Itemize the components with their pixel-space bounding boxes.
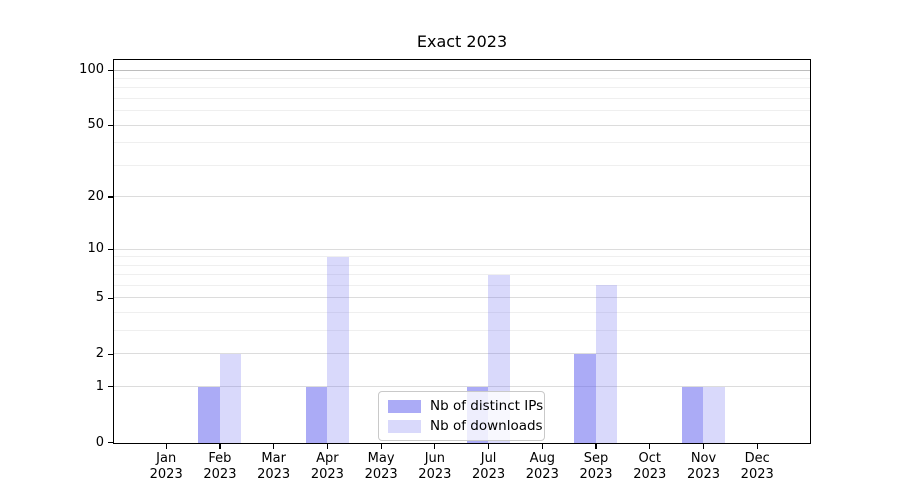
gridline-minor-6 (114, 284, 810, 286)
legend-item-distinct-ips: Nb of distinct IPs (388, 397, 543, 415)
x-tick-label-jan: Jan 2023 (149, 451, 183, 482)
y-tick-5 (108, 297, 113, 299)
y-tick-50 (108, 124, 113, 126)
x-tick-feb (219, 444, 221, 449)
x-tick-label-feb: Feb 2023 (203, 451, 237, 482)
gridline-major-2 (114, 353, 810, 355)
chart-title: Exact 2023 (416, 32, 508, 51)
bar-downloads-apr (327, 256, 349, 443)
gridline-minor-9 (114, 256, 810, 258)
y-tick-10 (108, 248, 113, 250)
gridline-minor-3 (114, 330, 810, 332)
x-tick-apr (326, 444, 328, 449)
y-tick-label-50: 50 (87, 117, 104, 133)
y-tick-label-100: 100 (79, 62, 104, 78)
bar-distinct-ips-apr (305, 386, 328, 443)
gridline-major-10 (114, 248, 810, 250)
x-tick-label-may: May 2023 (364, 451, 398, 482)
bar-distinct-ips-sep (574, 353, 596, 443)
x-tick-label-dec: Dec 2023 (740, 451, 774, 482)
x-tick-jan (165, 444, 167, 449)
x-tick-dec (756, 444, 758, 449)
bar-distinct-ips-nov (681, 386, 704, 443)
y-tick-label-20: 20 (87, 189, 104, 204)
x-tick-label-oct: Oct 2023 (633, 451, 667, 482)
x-tick-label-jun: Jun 2023 (418, 451, 452, 482)
gridline-minor-70 (114, 97, 810, 99)
x-tick-label-sep: Sep 2023 (579, 451, 613, 482)
x-tick-mar (273, 444, 275, 449)
gridline-minor-8 (114, 264, 810, 266)
legend-label-distinct-ips: Nb of distinct IPs (430, 398, 544, 414)
bar-downloads-sep (595, 285, 618, 443)
x-tick-may (380, 444, 382, 449)
x-tick-label-apr: Apr 2023 (310, 451, 344, 482)
y-tick-20 (108, 196, 113, 198)
gridline-major-20 (114, 196, 810, 198)
x-tick-aug (541, 444, 543, 449)
x-tick-label-mar: Mar 2023 (257, 451, 291, 482)
x-tick-label-aug: Aug 2023 (525, 451, 559, 482)
gridline-major-5 (114, 297, 810, 299)
legend: Nb of distinct IPs Nb of downloads (378, 391, 545, 441)
x-tick-label-nov: Nov 2023 (686, 451, 721, 482)
y-tick-0 (108, 442, 113, 444)
y-tick-label-10: 10 (87, 241, 104, 257)
bar-downloads-nov (703, 386, 725, 443)
y-tick-2 (108, 353, 113, 355)
y-tick-label-0: 0 (95, 434, 104, 450)
legend-label-downloads: Nb of downloads (430, 418, 543, 434)
gridline-major-50 (114, 124, 810, 126)
y-tick-1 (108, 386, 113, 388)
gridline-minor-7 (114, 274, 810, 276)
gridline-minor-60 (114, 110, 810, 112)
legend-swatch-distinct-ips (388, 399, 421, 413)
gridline-minor-90 (114, 77, 810, 79)
x-tick-oct (649, 444, 651, 449)
gridline-minor-80 (114, 87, 810, 89)
x-tick-label-jul: Jul 2023 (472, 451, 506, 482)
gridline-minor-40 (114, 142, 810, 144)
legend-swatch-downloads (388, 419, 421, 433)
y-tick-100 (108, 69, 113, 71)
gridline-major-1 (114, 386, 810, 388)
y-tick-label-1: 1 (95, 378, 104, 394)
x-tick-jul (487, 444, 490, 449)
bar-downloads-feb (219, 353, 242, 443)
legend-item-downloads: Nb of downloads (388, 417, 543, 435)
y-tick-label-5: 5 (95, 290, 104, 306)
x-tick-sep (595, 444, 597, 449)
plot-area: Nb of distinct IPs Nb of downloads (113, 59, 811, 444)
gridline-minor-30 (114, 164, 810, 166)
x-tick-nov (702, 444, 705, 449)
gridline-minor-4 (114, 312, 810, 314)
gridline-major-100 (114, 69, 810, 71)
x-tick-jun (434, 444, 436, 449)
y-tick-label-2: 2 (95, 346, 104, 362)
bar-distinct-ips-feb (198, 386, 220, 443)
